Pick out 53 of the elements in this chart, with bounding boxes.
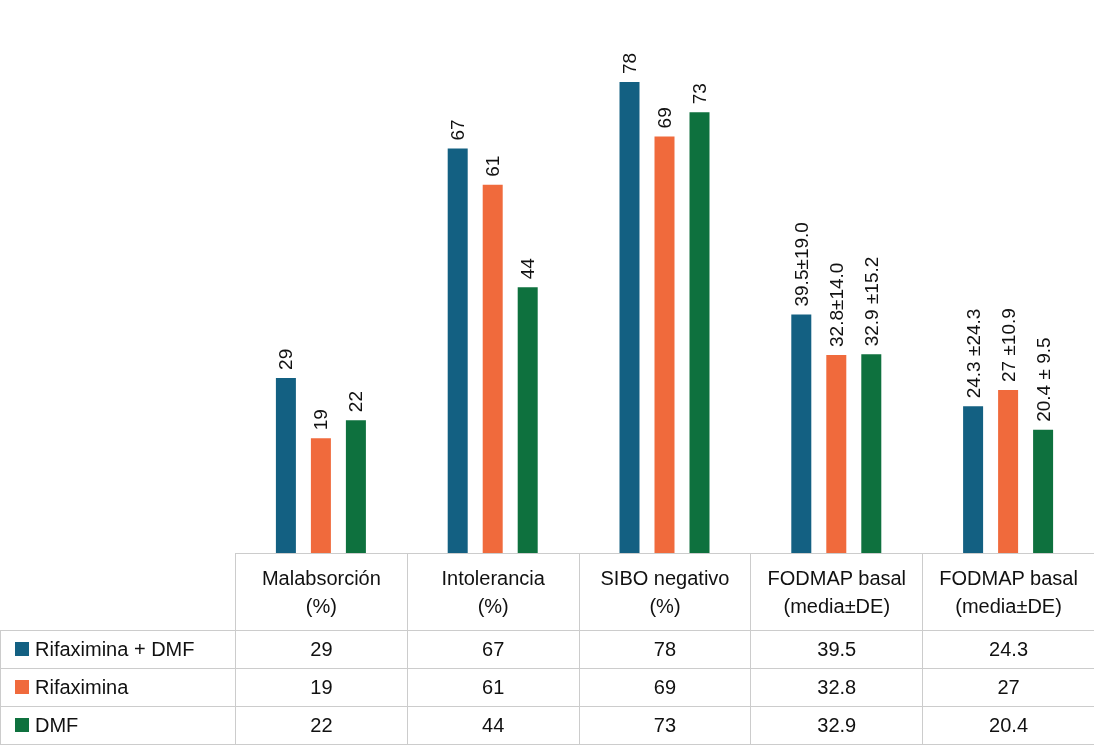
bar bbox=[998, 389, 1019, 553]
bar bbox=[654, 136, 675, 553]
legend-label: Rifaximina bbox=[0, 668, 236, 707]
data-label: 27 bbox=[922, 668, 1094, 707]
data-label: 22 bbox=[235, 706, 408, 745]
annotation: 39.5±19.0 bbox=[790, 222, 812, 307]
x-tick-label: Malabsorción (%) bbox=[235, 553, 408, 631]
bar bbox=[447, 148, 468, 553]
annotation: 29 bbox=[275, 348, 297, 370]
data-label: 78 bbox=[579, 630, 751, 669]
bar bbox=[345, 420, 366, 553]
x-tick-label: FODMAP basal (media±DE) bbox=[750, 553, 923, 631]
annotation: 20.4 ± 9.5 bbox=[1032, 337, 1054, 422]
legend-label: DMF bbox=[0, 706, 236, 745]
bar bbox=[791, 314, 812, 553]
bar bbox=[689, 112, 710, 553]
annotation: 32.8±14.0 bbox=[825, 262, 847, 347]
bar bbox=[1033, 429, 1054, 553]
legend-label: Rifaximina + DMF bbox=[0, 630, 236, 669]
bar bbox=[517, 287, 538, 553]
x-tick-label: SIBO negativo (%) bbox=[579, 553, 751, 631]
bar bbox=[275, 377, 296, 553]
data-label: 32.8 bbox=[750, 668, 923, 707]
annotation: 19 bbox=[310, 409, 332, 431]
data-label: 19 bbox=[235, 668, 408, 707]
annotation: 69 bbox=[654, 107, 675, 129]
x-tick-label: FODMAP basal (media±DE) bbox=[922, 553, 1094, 631]
annotation: 24.3 ±24.3 bbox=[962, 308, 984, 399]
bar bbox=[963, 406, 984, 553]
annotation: 67 bbox=[447, 119, 469, 141]
data-label: 39.5 bbox=[750, 630, 923, 669]
data-label: 67 bbox=[407, 630, 580, 669]
bar bbox=[619, 82, 640, 553]
data-label: 44 bbox=[407, 706, 580, 745]
data-label: 61 bbox=[407, 668, 580, 707]
annotation: 44 bbox=[517, 257, 539, 280]
annotation: 22 bbox=[345, 391, 367, 413]
bar bbox=[310, 438, 331, 553]
x-tick-label: Intolerancia (%) bbox=[407, 553, 580, 631]
bar bbox=[826, 354, 847, 553]
annotation: 27 ±10.9 bbox=[997, 308, 1019, 382]
annotation: 32.9 ±15.2 bbox=[860, 256, 882, 347]
bar bbox=[482, 184, 503, 553]
data-label: 32.9 bbox=[750, 706, 923, 745]
data-label: 20.4 bbox=[922, 706, 1094, 745]
annotation: 73 bbox=[689, 83, 710, 105]
text: 78 bbox=[619, 52, 640, 75]
bar bbox=[861, 354, 882, 553]
data-label: 29 bbox=[235, 630, 408, 669]
data-label: 69 bbox=[579, 668, 751, 707]
data-label: 24.3 bbox=[922, 630, 1094, 669]
data-label: 73 bbox=[579, 706, 751, 745]
annotation: 61 bbox=[482, 155, 504, 177]
